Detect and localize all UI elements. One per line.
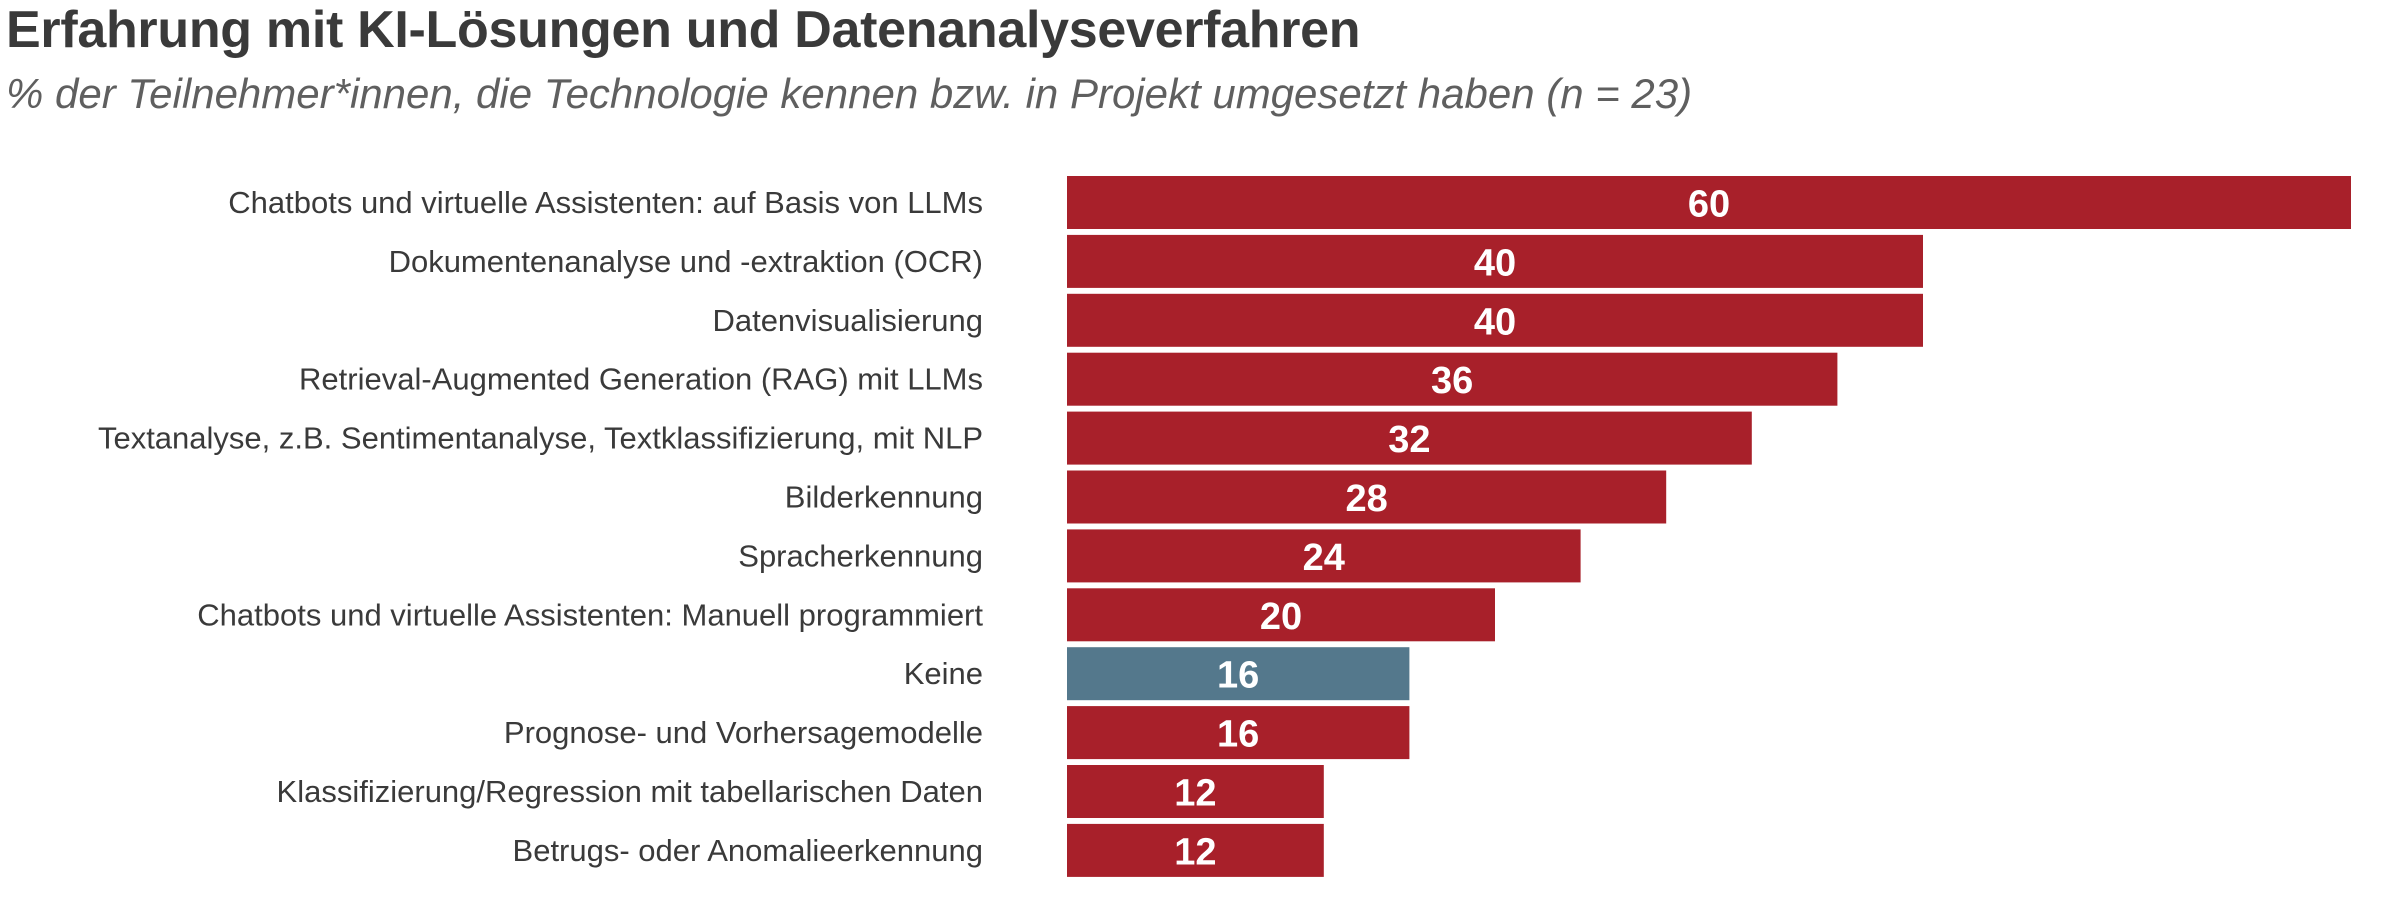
bar-0 [1067, 176, 2351, 229]
category-label: Textanalyse, z.B. Sentimentanalyse, Text… [98, 421, 983, 456]
category-label: Prognose- und Vorhersagemodelle [504, 715, 983, 750]
bar-10 [1067, 765, 1324, 818]
bar-4 [1067, 411, 1752, 465]
category-label: Dokumentenanalyse und -extraktion (OCR) [389, 244, 983, 279]
value-label: 12 [1174, 831, 1216, 873]
chart-subtitle: % der Teilnehmer*innen, die Technologie … [6, 70, 1693, 117]
value-label: 32 [1388, 419, 1430, 461]
value-label: 16 [1217, 714, 1259, 756]
category-label: Chatbots und virtuelle Assistenten: Manu… [197, 597, 983, 632]
value-label: 36 [1431, 360, 1473, 402]
category-label: Spracherkennung [738, 538, 983, 573]
value-label: 40 [1474, 301, 1516, 343]
bar-2 [1067, 293, 1923, 347]
bars-layer [1067, 176, 2351, 877]
value-label: 40 [1474, 242, 1516, 284]
category-label: Retrieval-Augmented Generation (RAG) mit… [299, 362, 983, 397]
category-label: Bilderkennung [785, 480, 983, 515]
value-label: 24 [1303, 537, 1345, 579]
category-label: Keine [904, 656, 983, 691]
value-label: 60 [1688, 184, 1730, 226]
value-label: 20 [1260, 596, 1302, 638]
chart-title: Erfahrung mit KI-Lösungen und Datenanaly… [6, 1, 1361, 59]
bar-6 [1067, 529, 1581, 583]
bar-7 [1067, 588, 1495, 642]
category-labels: Chatbots und virtuelle Assistenten: auf … [98, 185, 983, 868]
category-label: Klassifizierung/Regression mit tabellari… [277, 774, 983, 809]
category-label: Chatbots und virtuelle Assistenten: auf … [228, 185, 983, 220]
bar-8 [1067, 647, 1410, 701]
bar-9 [1067, 706, 1410, 760]
bar-3 [1067, 352, 1838, 406]
value-label: 16 [1217, 655, 1259, 697]
category-label: Betrugs- oder Anomalieerkennung [513, 833, 983, 868]
bar-5 [1067, 470, 1667, 524]
bar-1 [1067, 234, 1923, 288]
value-label: 12 [1174, 773, 1216, 815]
value-label: 28 [1345, 478, 1387, 520]
category-label: Datenvisualisierung [712, 303, 983, 338]
bar-11 [1067, 823, 1324, 877]
